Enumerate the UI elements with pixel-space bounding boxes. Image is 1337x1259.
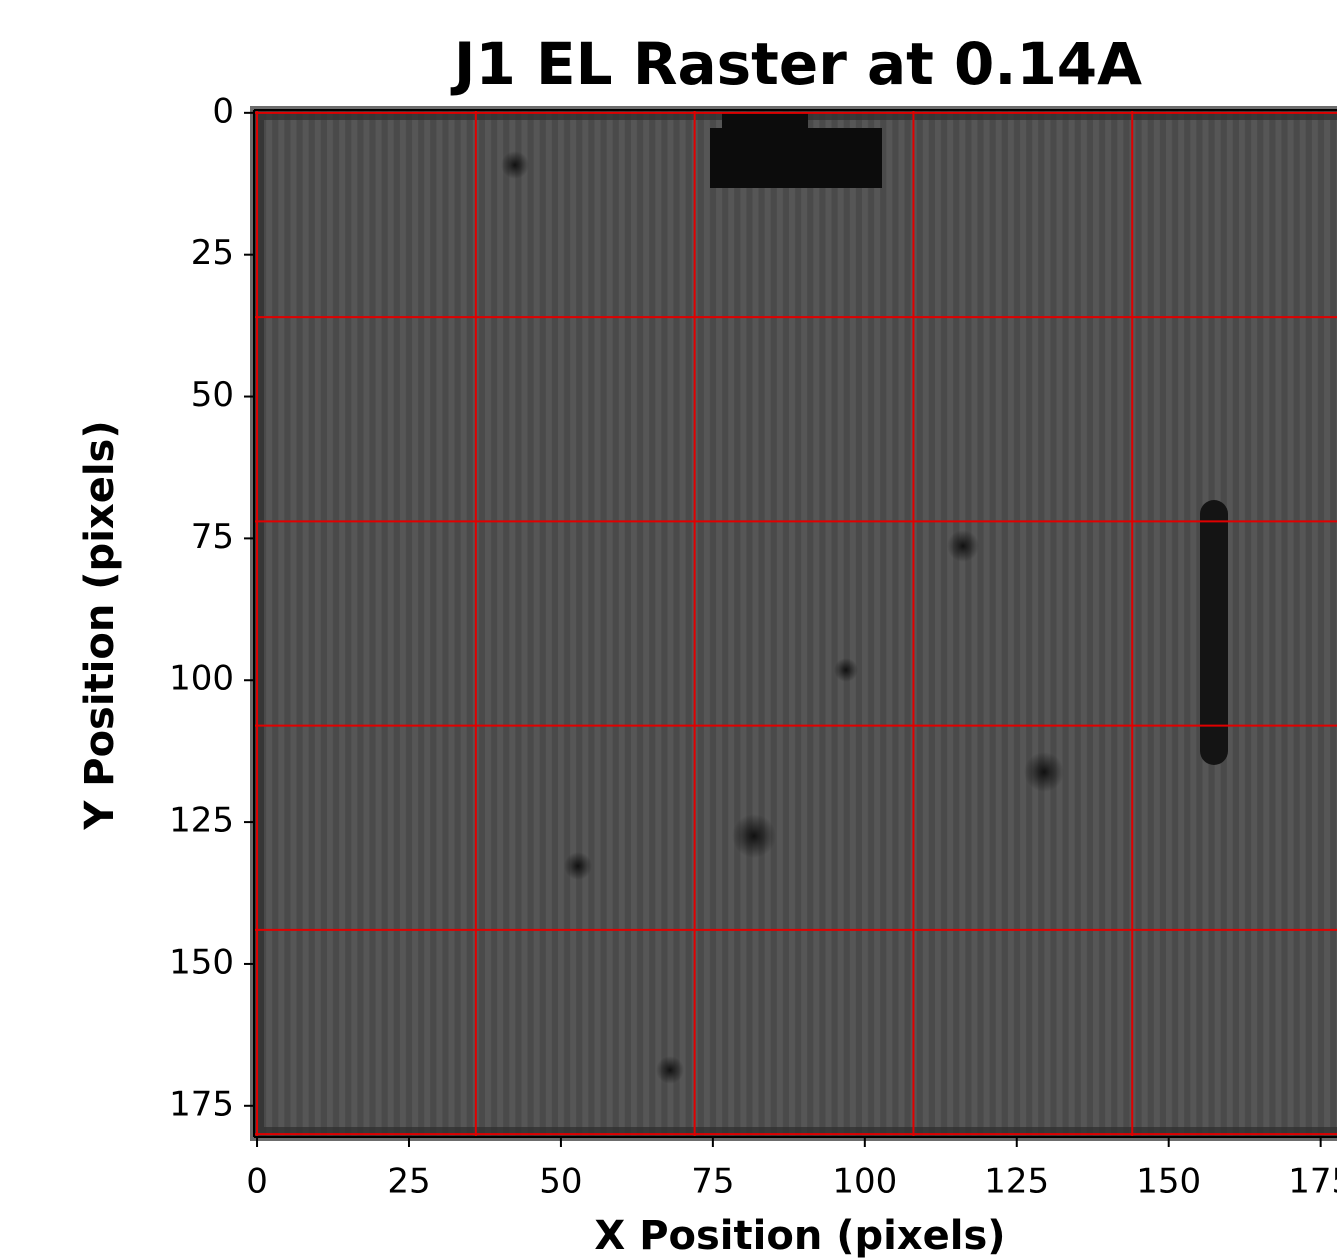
axes: 0 25 50 75 100 125 150 175 0 25 50 75 100 125 150 175 [169, 91, 1337, 1202]
y-tick-label: 0 [212, 91, 234, 131]
x-tick-label: 0 [246, 1162, 268, 1202]
dark-spot [1024, 752, 1064, 792]
y-tick-label: 25 [191, 233, 234, 273]
dark-spot [656, 1056, 684, 1084]
y-axis-label: Y Position (pixels) [77, 420, 123, 830]
dark-region [710, 128, 882, 188]
x-tick-label: 100 [832, 1162, 897, 1202]
chart-title: J1 EL Raster at 0.14A [450, 30, 1142, 98]
dark-spot [732, 814, 776, 858]
x-axis-label: X Position (pixels) [594, 1213, 1005, 1259]
dark-spot [947, 530, 979, 562]
y-tick-label: 75 [191, 517, 234, 557]
x-tick-label: 25 [387, 1162, 430, 1202]
dark-region [722, 112, 808, 132]
raster-background [254, 110, 1337, 1137]
dark-spot [564, 852, 592, 880]
y-tick-label: 50 [191, 375, 234, 415]
dark-spot [834, 658, 858, 682]
raster-image [250, 106, 1337, 1141]
dark-spot [501, 151, 529, 179]
y-tick-label: 150 [169, 942, 234, 982]
x-tick-label: 125 [984, 1162, 1049, 1202]
grid [254, 110, 1337, 1137]
y-tick-label: 175 [169, 1084, 234, 1124]
y-tick-label: 100 [169, 659, 234, 699]
y-tick-label: 125 [169, 801, 234, 841]
x-tick-label: 50 [539, 1162, 582, 1202]
x-tick-label: 150 [1136, 1162, 1201, 1202]
dark-streak [1200, 500, 1228, 765]
x-tick-label: 175 [1288, 1162, 1337, 1202]
x-tick-label: 75 [691, 1162, 734, 1202]
